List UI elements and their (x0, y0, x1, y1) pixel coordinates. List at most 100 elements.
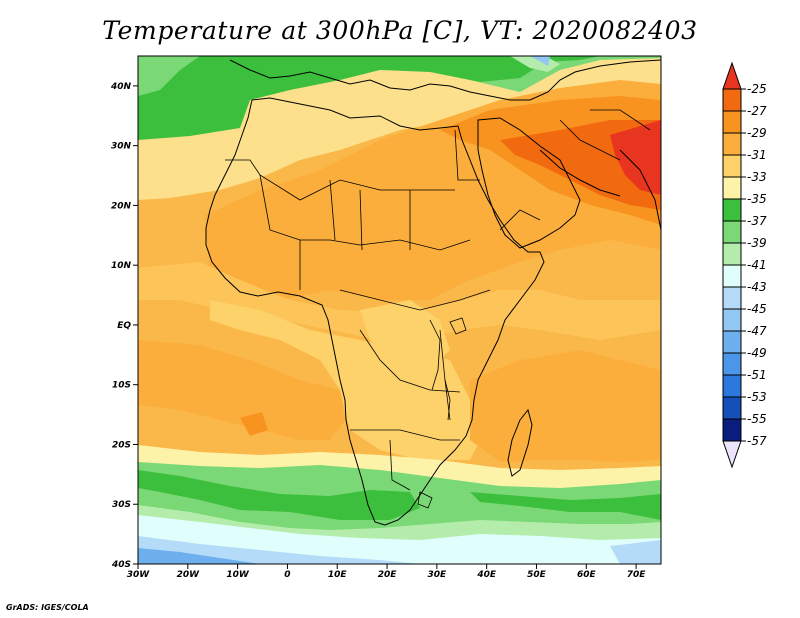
field-green-south (138, 470, 420, 520)
colorbar-label: -57 (747, 434, 767, 448)
colorbar-label: -31 (747, 148, 767, 162)
colorbar-swatch (722, 352, 742, 376)
colorbar-label: -37 (747, 214, 767, 228)
colorbar-swatch (722, 330, 742, 354)
colorbar-label: -35 (747, 192, 767, 206)
border-egypt (454, 129, 480, 181)
africa-coastline (205, 97, 545, 526)
colorbar-swatch (722, 132, 742, 156)
lat-tick-label: 10N (111, 261, 132, 271)
colorbar-top-arrow (722, 61, 742, 90)
lat-tick-label: 40S (111, 560, 131, 570)
lon-tick-label: 40E (476, 570, 497, 580)
lon-tick-label: 20W (177, 570, 201, 580)
lon-tick-label: 10W (226, 570, 250, 580)
field-yellow-lakes (360, 300, 450, 370)
border-sahara (225, 159, 455, 201)
colorbar-label: -39 (747, 236, 767, 250)
colorbar-swatch (722, 308, 742, 332)
border-iran (559, 119, 621, 161)
colorbar-swatch (722, 220, 742, 244)
lat-tick-label: 10S (112, 381, 131, 391)
lon-tick-label: 30W (127, 570, 151, 580)
colorbar-swatch (722, 418, 742, 442)
border-lesotho (417, 491, 433, 509)
field-blue-south (138, 548, 260, 564)
lat-tick-label: 30S (112, 500, 131, 510)
grads-credit: GrADS: IGES/COLA (6, 603, 89, 612)
field-blue-patch-north (530, 56, 550, 66)
field-orange-indian (470, 350, 661, 462)
field-warm-spot-atlantic (240, 412, 268, 436)
colorbar-label: -43 (747, 280, 767, 294)
lat-tick-label: 30N (111, 142, 132, 152)
europe-coastline (229, 59, 661, 101)
colorbar-swatch (722, 176, 742, 200)
lon-tick-label: 20E (378, 570, 398, 580)
lat-tick-label: 40N (110, 82, 132, 92)
lon-tick-label: 10E (328, 570, 348, 580)
colorbar-label: -49 (747, 346, 767, 360)
map-frame (137, 55, 662, 565)
colorbar-label: -55 (747, 412, 767, 426)
colorbar-label: -45 (747, 302, 767, 316)
coastlines (205, 59, 661, 526)
colorbar-swatch (722, 198, 742, 222)
country-borders (225, 109, 651, 509)
colorbar-label: -41 (747, 258, 767, 272)
field-lightblue-southeast (610, 540, 661, 564)
madagascar-coastline (507, 408, 533, 477)
field-hottest-iran (610, 120, 661, 195)
border-chad-libya (359, 189, 363, 251)
border-afghanistan (590, 109, 651, 131)
border-botswana (389, 439, 411, 491)
field-orange-atlantic (138, 340, 345, 440)
field-green-north (138, 56, 600, 140)
lon-tick-label: 30E (428, 570, 448, 580)
colorbar-swatch (722, 264, 742, 288)
field-yellow-central (210, 300, 480, 460)
temperature-field (138, 56, 661, 564)
map-title: Temperature at 300hPa [C], VT: 202008240… (102, 16, 698, 45)
border-congo (359, 329, 461, 393)
colorbar-label: -25 (747, 82, 767, 96)
lat-tick-label: EQ (117, 321, 131, 331)
lat-tick-label: 20S (112, 440, 131, 450)
colorbar-swatch (722, 242, 742, 266)
colorbar-label: -33 (747, 170, 767, 184)
field-pale-south (138, 445, 661, 492)
colorbar-swatch (722, 88, 742, 112)
colorbar-swatch (722, 286, 742, 310)
colorbar-label: -51 (747, 368, 767, 382)
lon-tick-label: 0 (284, 570, 290, 580)
field-sahel (138, 262, 661, 340)
colorbar-swatch (722, 154, 742, 178)
colorbar-label: -29 (747, 126, 767, 140)
lake-tanganyika (429, 319, 441, 391)
lake-malawi (444, 379, 451, 421)
arabia-coastline (477, 117, 581, 249)
colorbar-label: -53 (747, 390, 767, 404)
persian-gulf-coastline (539, 149, 621, 197)
border-horn (499, 209, 541, 231)
colorbar-label: -27 (747, 104, 767, 118)
border-southern (350, 429, 460, 441)
colorbar-swatch (722, 396, 742, 420)
colorbar-bottom-arrow (722, 440, 742, 469)
border-central (339, 289, 491, 311)
india-coastline (619, 149, 661, 231)
border-sahel (259, 174, 471, 251)
field-green-south-east (470, 492, 661, 520)
field-green-north-light (138, 56, 661, 120)
colorbar-label: -47 (747, 324, 767, 338)
lake-victoria (449, 317, 467, 335)
lat-tick-label: 20N (111, 201, 132, 211)
border-niger-algeria (329, 179, 336, 241)
colorbar-swatch (722, 374, 742, 398)
lon-tick-label: 70E (627, 570, 647, 580)
colorbar-swatch (722, 110, 742, 134)
lon-tick-label: 50E (527, 570, 547, 580)
colorbar: -25 -27 -29 -31 -33 -35 -37 -39 -41 -43 -45 -47 -49 -… (722, 61, 767, 469)
lon-tick-label: 60E (577, 570, 597, 580)
